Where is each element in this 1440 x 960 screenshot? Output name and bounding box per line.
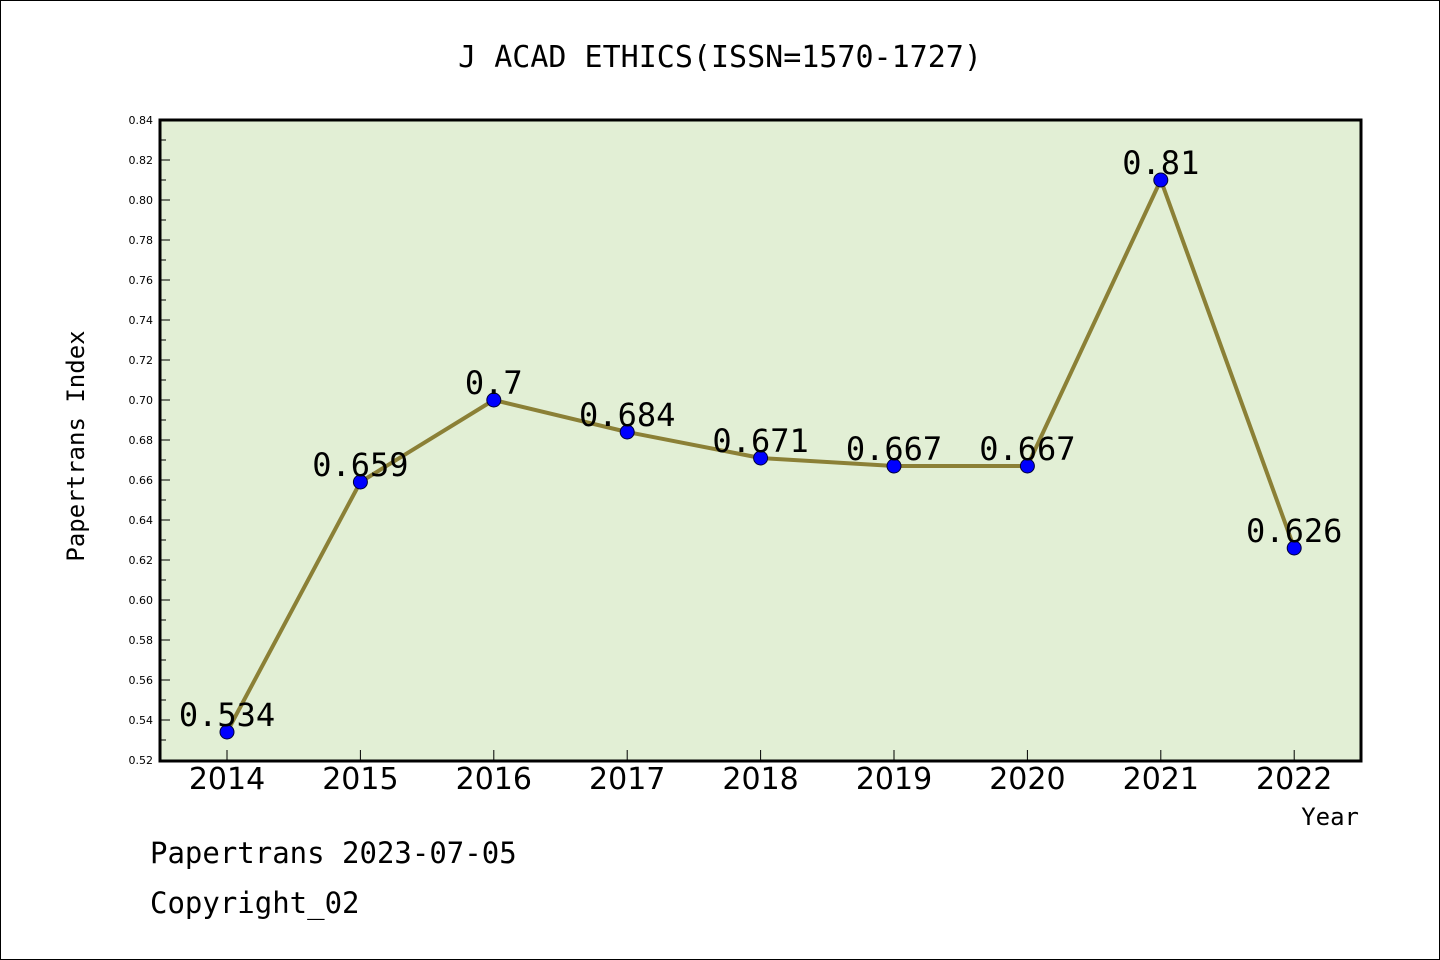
data-point <box>1019 458 1035 474</box>
data-label: 0.7 <box>465 364 523 402</box>
data-label: 0.626 <box>1246 512 1342 550</box>
y-tick-label: 0.84 <box>129 114 154 127</box>
chart-title: J ACAD ETHICS(ISSN=1570-1727) <box>458 40 982 75</box>
data-point <box>219 724 235 740</box>
y-tick-label: 0.64 <box>129 514 154 527</box>
data-label: 0.684 <box>579 396 675 434</box>
footer-date-line: Papertrans 2023-07-05 <box>150 836 517 870</box>
y-tick-label: 0.82 <box>129 154 154 167</box>
data-label: 0.659 <box>312 446 408 484</box>
data-labels: 0.534 0.659 0.7 0.684 0.671 0.667 0.667 0.81 0.6… <box>179 144 1343 734</box>
x-tick-label: 2016 <box>456 762 532 797</box>
plot-area <box>158 118 1363 763</box>
data-point <box>886 458 902 474</box>
data-point <box>1286 540 1302 556</box>
y-tick-label: 0.72 <box>129 354 154 367</box>
data-points <box>219 172 1302 740</box>
data-point <box>619 424 635 440</box>
x-axis-label: Year <box>1301 803 1359 831</box>
y-axis-label: Papertrans Index <box>62 330 90 561</box>
y-axis: 0.52 0.54 0.56 0.58 0.60 0.62 0.64 0.66 0.68 0.70… <box>129 114 170 767</box>
y-tick-label: 0.70 <box>129 394 154 407</box>
x-tick-label: 2021 <box>1123 762 1199 797</box>
x-tick-label: 2022 <box>1256 762 1332 797</box>
x-axis: 2014 2015 2016 2017 2018 2019 2020 2021 2022 <box>189 750 1332 797</box>
y-tick-label: 0.76 <box>129 274 154 287</box>
y-tick-label: 0.52 <box>129 754 154 767</box>
y-tick-label: 0.74 <box>129 314 154 327</box>
x-tick-label: 2019 <box>856 762 932 797</box>
data-label: 0.671 <box>712 422 808 460</box>
y-tick-label: 0.66 <box>129 474 154 487</box>
y-tick-label: 0.56 <box>129 674 154 687</box>
x-tick-label: 2020 <box>989 762 1065 797</box>
data-label: 0.667 <box>846 430 942 468</box>
x-tick-label: 2018 <box>722 762 798 797</box>
y-tick-label: 0.68 <box>129 434 154 447</box>
data-point <box>1153 172 1169 188</box>
x-tick-label: 2014 <box>189 762 265 797</box>
x-tick-label: 2015 <box>322 762 398 797</box>
data-label: 0.667 <box>979 430 1075 468</box>
data-point <box>486 392 502 408</box>
footer-copyright-line: Copyright_02 <box>150 886 360 920</box>
y-tick-label: 0.78 <box>129 234 154 247</box>
y-tick-label: 0.58 <box>129 634 154 647</box>
y-tick-label: 0.62 <box>129 554 154 567</box>
data-point <box>352 474 368 490</box>
data-label: 0.81 <box>1122 144 1199 182</box>
y-tick-label: 0.60 <box>129 594 154 607</box>
data-label: 0.534 <box>179 696 275 734</box>
data-point <box>753 450 769 466</box>
x-tick-label: 2017 <box>589 762 665 797</box>
y-tick-label: 0.80 <box>129 194 154 207</box>
y-tick-label: 0.54 <box>129 714 154 727</box>
